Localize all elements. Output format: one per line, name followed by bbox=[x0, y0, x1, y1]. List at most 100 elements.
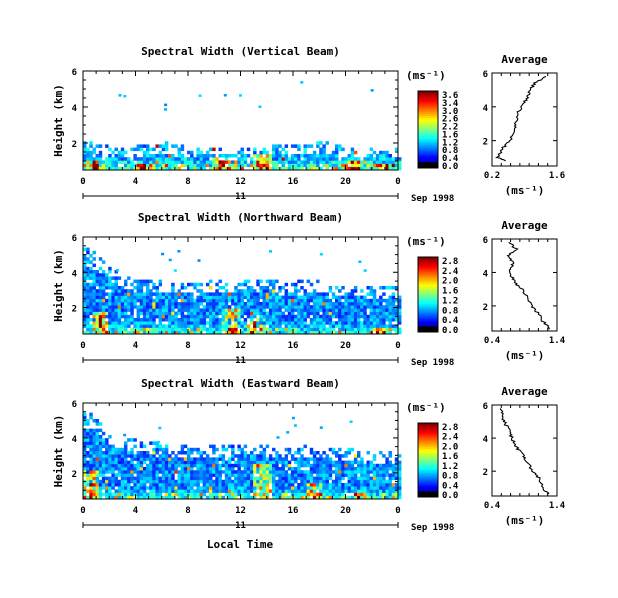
heatmap-cell bbox=[284, 154, 289, 158]
heatmap-cell bbox=[300, 286, 304, 290]
heatmap-cell bbox=[316, 302, 320, 306]
heatmap-cell bbox=[322, 321, 326, 325]
heatmap-cell bbox=[205, 327, 210, 332]
heatmap-cell bbox=[171, 470, 175, 474]
heatmap-cell bbox=[142, 292, 147, 296]
heatmap-cell bbox=[246, 454, 251, 458]
heatmap-cell bbox=[95, 163, 100, 168]
heatmap-cell bbox=[155, 457, 159, 461]
heatmap-cell bbox=[297, 154, 301, 158]
heatmap-cell bbox=[366, 330, 370, 335]
heatmap-cell bbox=[117, 166, 122, 171]
heatmap-cell bbox=[319, 489, 323, 493]
heatmap-cell bbox=[202, 457, 207, 461]
heatmap-cell bbox=[290, 314, 295, 319]
heatmap-cell bbox=[133, 279, 137, 284]
heatmap-cell bbox=[133, 324, 137, 328]
heatmap-cell bbox=[325, 486, 329, 490]
heatmap-cell bbox=[98, 314, 103, 319]
heatmap-cell bbox=[155, 470, 159, 474]
heatmap-cell bbox=[202, 467, 207, 471]
colorbar-segment bbox=[418, 273, 438, 277]
heatmap-cell bbox=[127, 292, 131, 296]
heatmap-cell bbox=[262, 295, 267, 300]
heatmap-cell bbox=[139, 163, 144, 168]
heatmap-cell bbox=[287, 160, 292, 164]
heatmap-cell bbox=[161, 157, 166, 161]
heatmap-cell bbox=[139, 295, 144, 300]
heatmap-cell bbox=[146, 295, 150, 300]
heatmap-cell bbox=[312, 308, 317, 312]
heatmap-cell bbox=[83, 431, 87, 436]
heatmap-cell bbox=[114, 295, 118, 300]
heatmap-cell bbox=[171, 160, 175, 164]
heatmap-cell bbox=[294, 324, 298, 328]
colorbar-segment bbox=[418, 129, 438, 132]
heatmap-speckle bbox=[291, 416, 295, 420]
heatmap-cell bbox=[281, 305, 285, 309]
heatmap-cell bbox=[158, 163, 163, 168]
heatmap-cell bbox=[360, 457, 364, 461]
heatmap-cell bbox=[278, 150, 282, 155]
heatmap-cell bbox=[341, 163, 345, 168]
heatmap-cell bbox=[262, 150, 267, 155]
heatmap-cell bbox=[130, 166, 134, 171]
heatmap-cell bbox=[139, 311, 144, 316]
heatmap-cell bbox=[272, 489, 276, 493]
heatmap-cell bbox=[89, 311, 93, 316]
heatmap-cell bbox=[347, 324, 352, 328]
heatmap-cell bbox=[322, 302, 326, 306]
heatmap-cell bbox=[240, 460, 244, 465]
heatmap-cell bbox=[262, 483, 267, 487]
heatmap-cell bbox=[180, 483, 185, 487]
heatmap-cell bbox=[130, 311, 134, 316]
heatmap-cell bbox=[369, 157, 374, 161]
heatmap-cell bbox=[158, 295, 163, 300]
heatmap-cell bbox=[360, 463, 364, 468]
heatmap-cell bbox=[344, 311, 348, 316]
heatmap-cell bbox=[303, 489, 307, 493]
heatmap-cell bbox=[265, 467, 270, 471]
heatmap-cell bbox=[149, 289, 153, 293]
heatmap-cell bbox=[92, 282, 96, 287]
heatmap-cell bbox=[180, 470, 185, 474]
heatmap-cell bbox=[101, 282, 106, 287]
heatmap-cell bbox=[89, 476, 93, 481]
heatmap-cell bbox=[272, 163, 276, 168]
heatmap-cell bbox=[312, 460, 317, 465]
heatmap-cell bbox=[86, 479, 90, 484]
heatmap-cell bbox=[190, 473, 194, 477]
heatmap-cell bbox=[281, 330, 285, 335]
heatmap-cell bbox=[350, 305, 355, 309]
heatmap-cell bbox=[246, 463, 251, 468]
heatmap-cell bbox=[328, 324, 333, 328]
heatmap-cell bbox=[98, 330, 103, 335]
heatmap-cell bbox=[215, 166, 219, 171]
heatmap-cell bbox=[322, 451, 326, 455]
heatmap-cell bbox=[83, 273, 87, 277]
heatmap-cell bbox=[300, 327, 304, 332]
heatmap-cell bbox=[227, 295, 232, 300]
heatmap-cell bbox=[86, 435, 90, 439]
heatmap-cell bbox=[133, 457, 137, 461]
heatmap-cell bbox=[130, 330, 134, 335]
heatmap-cell bbox=[101, 457, 106, 461]
heatmap-cell bbox=[250, 463, 254, 468]
heatmap-cell bbox=[338, 314, 342, 319]
heatmap-cell bbox=[105, 276, 109, 280]
heatmap-cell bbox=[187, 327, 191, 332]
x-tick-label: 8 bbox=[185, 341, 190, 351]
heatmap-cell bbox=[224, 305, 229, 309]
heatmap-cell bbox=[309, 295, 314, 300]
heatmap-cell bbox=[237, 314, 241, 319]
heatmap-cell bbox=[312, 311, 317, 316]
heatmap-cell bbox=[262, 147, 267, 152]
heatmap-cell bbox=[357, 454, 361, 458]
heatmap-cell bbox=[133, 470, 137, 474]
heatmap-cell bbox=[253, 308, 257, 312]
heatmap-cell bbox=[158, 314, 163, 319]
average-frame bbox=[491, 404, 558, 497]
heatmap-cell bbox=[388, 318, 392, 322]
heatmap-cell bbox=[391, 286, 396, 290]
heatmap-cell bbox=[275, 460, 279, 465]
